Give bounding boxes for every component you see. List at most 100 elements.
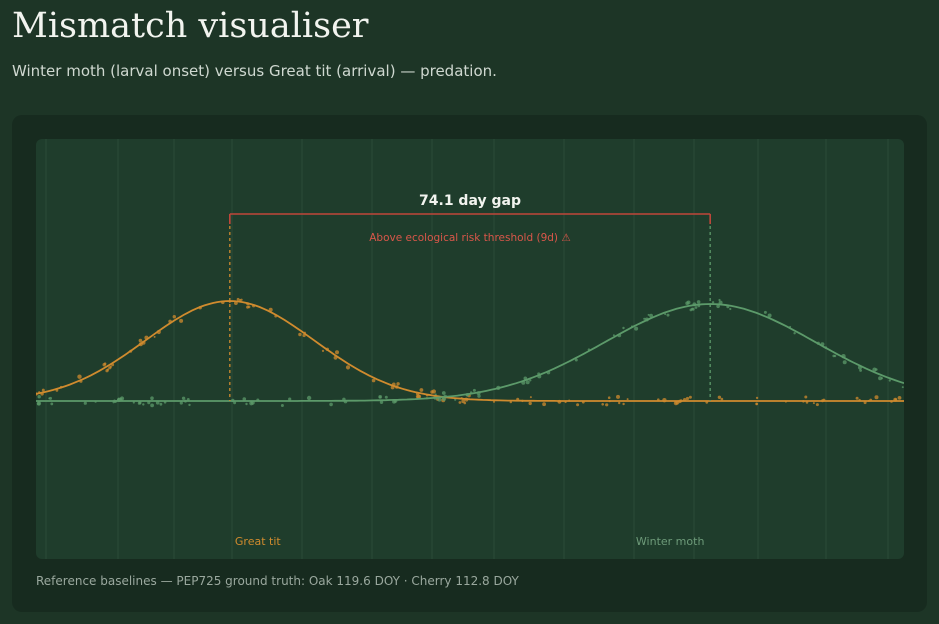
observation-point [622,326,625,330]
observation-point [48,397,51,400]
observation-point [242,397,247,401]
observation-point [172,315,176,319]
observation-point [106,368,110,371]
observation-point [236,297,240,301]
great-tit-curve [36,300,904,402]
observation-point [477,394,481,398]
observation-point [288,397,292,401]
observation-point [694,306,698,309]
observation-point [634,326,639,331]
observation-point [280,404,284,407]
observation-point [179,401,183,405]
observation-point [686,300,691,305]
observation-point [233,401,237,405]
observation-point [696,300,701,304]
observation-point [437,397,442,402]
observation-point [159,402,163,406]
observation-point [874,395,879,400]
observation-point [132,401,135,404]
observation-point [150,403,154,408]
observation-points [36,297,904,408]
observation-point [50,402,54,406]
observation-point [493,400,495,403]
observation-point [461,399,465,404]
series-curves [36,300,904,402]
observation-point [306,395,312,401]
observation-point [529,379,532,382]
observation-point [188,403,191,407]
observation-point [247,305,251,309]
series-label-winter-moth: Winter moth [636,535,705,548]
observation-point [812,402,815,405]
gap-label: 74.1 day gap [419,193,521,209]
page-subtitle: Winter moth (larval onset) versus Great … [12,62,497,80]
observation-point [431,389,436,394]
observation-point [666,313,670,317]
observation-point [117,397,120,401]
observation-point [378,395,383,399]
observation-point [83,401,87,405]
observation-point [716,304,720,309]
observation-point [37,395,41,399]
observation-point [529,396,532,399]
observation-point [138,401,142,405]
observation-point [542,402,546,407]
observation-point [649,313,653,318]
observation-point [574,358,578,362]
observation-point [240,298,243,301]
observation-point [472,388,476,392]
observation-point [842,360,847,365]
observation-point [685,396,690,401]
observation-point [878,376,883,381]
gap-annotation: 74.1 day gap Above ecological risk thres… [229,193,711,244]
peak-markers [229,214,711,401]
observation-point [833,354,837,358]
series-labels: Great tit Winter moth [235,535,705,548]
observation-point [441,391,446,395]
observation-point [576,403,580,407]
observation-point [379,400,384,404]
mismatch-chart: 74.1 day gap Above ecological risk thres… [36,139,904,559]
observation-point [605,403,609,407]
winter-moth-curve [36,303,904,402]
observation-point [371,378,376,383]
observation-point [763,310,767,314]
observation-point [875,368,878,371]
observation-point [717,395,722,399]
series-label-great-tit: Great tit [235,535,281,548]
observation-point [855,396,859,400]
observation-point [755,396,759,400]
observation-point [729,307,732,311]
observation-point [179,318,184,323]
observation-point [688,395,692,399]
observation-point [298,332,302,337]
observation-point [711,301,715,304]
observation-point [880,377,884,380]
page-title: Mismatch visualiser [12,6,369,46]
observation-point [396,382,400,386]
observation-point [804,395,808,399]
observation-point [458,401,462,404]
observation-point [664,313,667,316]
observation-point [77,374,82,379]
observation-point [618,401,621,405]
observation-point [525,380,530,385]
observation-point [616,394,620,399]
observation-point [626,398,629,401]
observation-point [153,335,156,338]
observation-point [335,350,339,355]
chart-area: 74.1 day gap Above ecological risk thres… [36,139,904,559]
observation-point [767,313,772,318]
observation-point [720,397,724,401]
observation-point [901,386,904,389]
observation-point [345,365,351,370]
observation-point [601,403,604,406]
observation-point [384,395,388,399]
chart-card: 74.1 day gap Above ecological risk thres… [12,115,927,612]
observation-point [612,334,615,337]
observation-point [142,403,145,406]
observation-point [718,298,721,302]
observation-point [607,396,611,400]
observation-point [419,388,424,392]
observation-point [415,394,421,399]
